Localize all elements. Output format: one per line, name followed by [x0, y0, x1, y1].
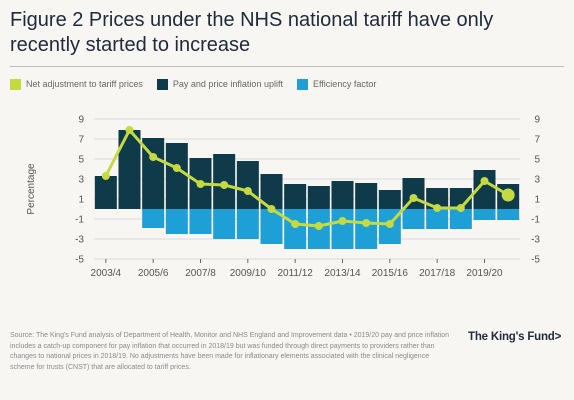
net-adjustment-point: [125, 126, 134, 134]
title-divider: [10, 66, 564, 67]
net-adjustment-point: [101, 172, 110, 180]
legend-label-efficiency-factor: Efficiency factor: [312, 79, 377, 89]
x-tick-label: 2009/10: [230, 268, 267, 279]
x-tick-label: 2015/16: [372, 268, 409, 279]
source-note: Source: The King's Fund analysis of Depa…: [10, 332, 450, 371]
y-tick-label-right: 7: [534, 135, 540, 146]
y-tick-label-left: 3: [78, 175, 84, 186]
y-tick-label-right: -3: [531, 235, 540, 246]
net-adjustment-point: [362, 219, 371, 227]
bar-efficiency-factor: [449, 209, 472, 229]
bar-line-chart: 9 9 7 7 5 5 3 3 1 1 -1 -1 -3 -3 -5 -5 Percentage 2003/4 20…: [26, 115, 540, 280]
bar-pay-price-uplift: [260, 174, 283, 209]
bar-pay-price-uplift: [118, 130, 141, 209]
bar-pay-price-uplift: [284, 184, 307, 209]
bar-pay-price-uplift: [473, 170, 496, 209]
bar-efficiency-factor: [402, 209, 425, 229]
kings-fund-logo: The King's Fund>: [468, 331, 562, 343]
bar-pay-price-uplift: [426, 188, 449, 209]
y-tick-label-left: -1: [75, 215, 84, 226]
bar-pay-price-uplift: [236, 161, 259, 209]
net-adjustment-point: [196, 180, 205, 188]
bar-efficiency-factor: [473, 209, 496, 220]
chart-title: Figure 2 Prices under the NHS national t…: [10, 9, 494, 56]
y-tick-label-right: -1: [531, 215, 540, 226]
y-axis-label: Percentage: [26, 163, 37, 215]
x-tick-label: 2005/6: [138, 268, 169, 279]
y-tick-label-left: 7: [78, 135, 84, 146]
y-tick-label-right: 1: [534, 195, 540, 206]
x-tick-label: 2017/18: [419, 268, 456, 279]
legend-swatch-net-adjustment: [10, 78, 21, 90]
net-adjustment-point: [501, 188, 515, 202]
net-adjustment-point: [243, 187, 252, 195]
net-adjustment-point: [172, 164, 181, 172]
bar-efficiency-factor: [355, 209, 378, 249]
net-adjustment-point: [480, 177, 489, 185]
bar-pay-price-uplift: [142, 138, 165, 209]
legend-label-net-adjustment: Net adjustment to tariff prices: [26, 79, 143, 89]
net-adjustment-point: [433, 204, 442, 212]
bar-pay-price-uplift: [307, 186, 330, 209]
chart-legend: Net adjustment to tariff prices Pay and …: [10, 77, 390, 91]
bar-pay-price-uplift: [378, 190, 401, 209]
y-tick-label-left: 5: [78, 155, 84, 166]
bar-efficiency-factor: [142, 209, 165, 228]
legend-item-net-adjustment: Net adjustment to tariff prices: [10, 78, 143, 90]
y-tick-label-right: 3: [534, 175, 540, 186]
y-tick-label-right: 5: [534, 155, 540, 166]
bar-efficiency-factor: [189, 209, 212, 234]
y-tick-label-left: -5: [75, 255, 84, 266]
net-adjustment-point: [409, 194, 418, 202]
net-adjustment-point: [291, 220, 300, 228]
bar-pay-price-uplift: [94, 176, 117, 209]
net-adjustment-point: [220, 181, 229, 189]
bar-efficiency-factor: [331, 209, 354, 249]
legend-item-efficiency-factor: Efficiency factor: [296, 78, 377, 90]
bar-pay-price-uplift: [355, 183, 378, 209]
y-tick-label-right: -5: [531, 255, 540, 266]
y-tick-label-left: -3: [75, 235, 84, 246]
y-tick-label-left: 1: [78, 195, 84, 206]
net-adjustment-point: [314, 222, 323, 230]
y-tick-label-right: 9: [534, 115, 540, 126]
x-tick-label: 2013/14: [324, 268, 361, 279]
legend-item-pay-price-uplift: Pay and price inflation uplift: [156, 78, 283, 90]
bar-efficiency-factor: [260, 209, 283, 244]
bar-efficiency-factor: [497, 209, 520, 220]
bar-efficiency-factor: [426, 209, 449, 229]
bar-efficiency-factor: [284, 209, 307, 249]
bar-efficiency-factor: [236, 209, 259, 239]
legend-label-pay-price-uplift: Pay and price inflation uplift: [172, 79, 283, 89]
bar-efficiency-factor: [213, 209, 236, 239]
x-tick-label: 2019/20: [466, 268, 503, 279]
net-adjustment-point: [338, 217, 347, 225]
x-tick-label: 2011/12: [277, 268, 313, 279]
net-adjustment-point: [149, 153, 158, 161]
legend-swatch-pay-price-uplift: [156, 78, 168, 90]
x-tick-label: 2003/4: [91, 268, 122, 279]
legend-swatch-efficiency-factor: [296, 78, 308, 90]
bar-efficiency-factor: [165, 209, 188, 234]
bar-pay-price-uplift: [331, 181, 354, 209]
net-adjustment-point: [267, 205, 276, 213]
bar-pay-price-uplift: [165, 143, 188, 209]
net-adjustment-point: [456, 204, 465, 212]
net-adjustment-point: [385, 220, 394, 228]
x-tick-label: 2007/8: [185, 268, 216, 279]
y-tick-label-left: 9: [78, 115, 84, 126]
